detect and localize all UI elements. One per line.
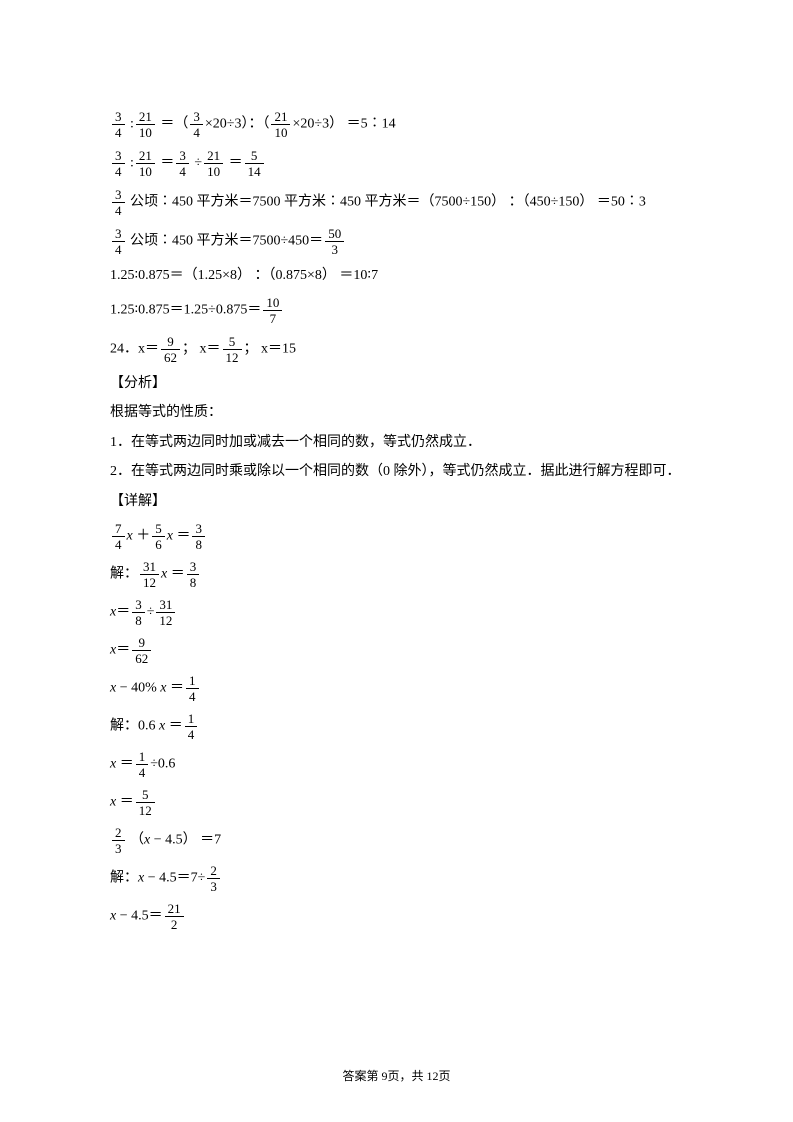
fraction: 512 xyxy=(136,788,155,817)
equation-line-4: 34 公顷∶450 平方米＝7500÷450＝503 xyxy=(110,227,683,256)
equation-line-6: 1.25∶0.875＝1.25÷0.875＝107 xyxy=(110,296,683,325)
solve-step: 解：3112x ＝38 xyxy=(110,560,683,589)
solve-step: x＝38÷3112 xyxy=(110,598,683,627)
fraction: 3112 xyxy=(140,560,159,589)
fraction: 14 xyxy=(185,712,198,741)
solve-step: 74x ＋56x ＝38 xyxy=(110,522,683,551)
fraction: 34 xyxy=(112,149,125,178)
solve-step: x ＝14÷0.6 xyxy=(110,750,683,779)
solve-step: 23 （x − 4.5） ＝7 xyxy=(110,826,683,855)
fraction: 23 xyxy=(112,826,125,855)
solve-step: 解：0.6 x ＝14 xyxy=(110,712,683,741)
fraction: 2110 xyxy=(136,149,155,178)
detail-label: 【详解】 xyxy=(110,492,683,512)
solve-step: x＝962 xyxy=(110,636,683,665)
math-document-page: 34 :2110 ＝（34×20÷3）：（2110×20÷3） ＝5∶14 34… xyxy=(0,0,793,980)
fraction: 56 xyxy=(152,522,165,551)
fraction: 962 xyxy=(132,636,151,665)
fraction: 2110 xyxy=(204,149,223,178)
equation-line-7: 24．x＝962； x＝512； x＝15 xyxy=(110,335,683,364)
fraction: 2110 xyxy=(271,110,290,139)
solve-step: x − 40% x ＝14 xyxy=(110,674,683,703)
analysis-text-1: 根据等式的性质： xyxy=(110,403,683,423)
fraction: 503 xyxy=(325,227,344,256)
fraction: 2110 xyxy=(136,110,155,139)
fraction: 34 xyxy=(176,149,189,178)
equation-line-1: 34 :2110 ＝（34×20÷3）：（2110×20÷3） ＝5∶14 xyxy=(110,110,683,139)
fraction: 212 xyxy=(165,902,184,931)
fraction: 14 xyxy=(136,750,149,779)
fraction: 962 xyxy=(161,335,180,364)
fraction: 74 xyxy=(112,522,125,551)
fraction: 38 xyxy=(132,598,145,627)
equation-line-2: 34 :2110 ＝34 ÷2110 ＝514 xyxy=(110,149,683,178)
fraction: 512 xyxy=(223,335,242,364)
solve-step: 解：x − 4.5＝7÷23 xyxy=(110,864,683,893)
fraction: 34 xyxy=(112,110,125,139)
fraction: 34 xyxy=(112,188,125,217)
fraction: 23 xyxy=(207,864,220,893)
fraction: 34 xyxy=(190,110,203,139)
solve-step: x − 4.5＝212 xyxy=(110,902,683,931)
fraction: 514 xyxy=(245,149,264,178)
equation-line-5: 1.25∶0.875＝（1.25×8） ：（0.875×8） ＝10∶7 xyxy=(110,266,683,286)
solve-step: x ＝512 xyxy=(110,788,683,817)
fraction: 34 xyxy=(112,227,125,256)
fraction: 3112 xyxy=(156,598,175,627)
fraction: 107 xyxy=(263,296,282,325)
fraction: 38 xyxy=(187,560,200,589)
equation-line-3: 34 公顷∶450 平方米＝7500 平方米∶450 平方米＝（7500÷150… xyxy=(110,188,683,217)
analysis-label: 【分析】 xyxy=(110,374,683,394)
page-footer: 答案第 9页，共 12页 xyxy=(0,1067,793,1084)
analysis-text-3: 2．在等式两边同时乘或除以一个相同的数（0 除外），等式仍然成立．据此进行解方程… xyxy=(110,462,683,482)
fraction: 14 xyxy=(186,674,199,703)
fraction: 38 xyxy=(192,522,205,551)
analysis-text-2: 1．在等式两边同时加或减去一个相同的数，等式仍然成立． xyxy=(110,433,683,453)
